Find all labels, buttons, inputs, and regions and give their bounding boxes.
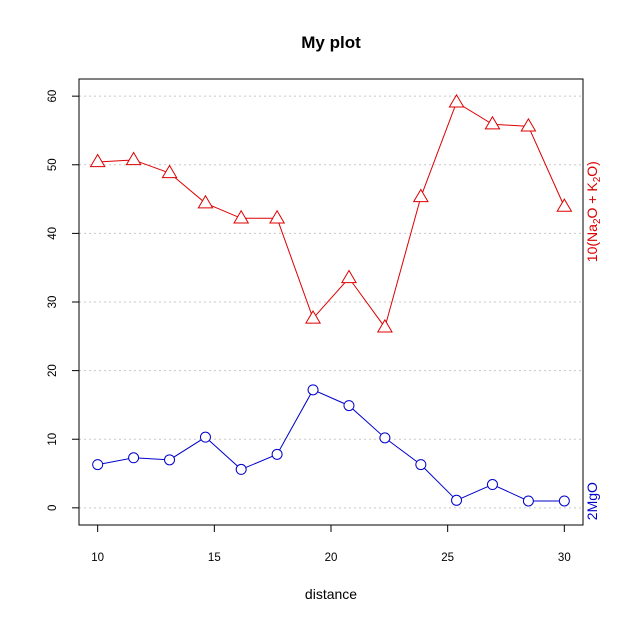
data-point (379, 432, 391, 444)
subscript: 2 (592, 176, 603, 182)
y-tick-label: 0 (47, 505, 59, 511)
data-point (164, 454, 176, 466)
y-tick-label: 30 (47, 296, 59, 309)
data-point (199, 431, 211, 443)
series-line (97, 101, 565, 329)
data-point (415, 459, 427, 471)
data-point (522, 495, 534, 507)
subscript: 2 (592, 218, 603, 224)
x-tick-label: 25 (441, 552, 454, 564)
data-point (307, 384, 319, 396)
label-text: 10(Na (584, 224, 600, 262)
series-label-na2o-k2o: 10(Na2O + K2O) (584, 161, 603, 262)
data-point (451, 494, 463, 506)
label-text: O + K (584, 182, 600, 219)
x-axis: 10 15 20 25 30 (91, 524, 571, 564)
data-point (340, 269, 357, 284)
series-line (97, 389, 565, 502)
x-tick-label: 15 (208, 552, 221, 564)
label-text: O) (584, 161, 600, 177)
series-label-mgo: 2MgO (584, 482, 600, 520)
data-point (343, 400, 355, 412)
series-layer (89, 93, 573, 507)
x-tick-label: 10 (91, 552, 104, 564)
chart-title: My plot (301, 33, 361, 52)
data-point (125, 151, 142, 166)
data-point (448, 93, 465, 108)
data-point (376, 318, 393, 333)
y-tick-label: 10 (47, 433, 59, 446)
y-tick-label: 20 (47, 364, 59, 377)
data-point (269, 209, 286, 224)
data-point (161, 164, 178, 179)
x-axis-label: distance (305, 586, 357, 602)
data-point (486, 479, 498, 491)
data-point (235, 463, 247, 475)
y-tick-label: 60 (47, 90, 59, 103)
data-point (89, 153, 106, 168)
data-point (305, 309, 322, 324)
series-labels: 10(Na2O + K2O)2MgO (584, 161, 603, 520)
y-tick-label: 50 (47, 158, 59, 171)
gridlines (79, 95, 583, 509)
data-point (271, 448, 283, 460)
data-point (128, 452, 140, 464)
data-point (558, 495, 570, 507)
x-tick-label: 20 (325, 552, 338, 564)
series-1 (89, 93, 573, 333)
y-axis: 0 10 20 30 40 50 60 (47, 90, 80, 511)
series-2 (92, 384, 570, 507)
data-point (484, 115, 501, 130)
data-point (197, 194, 214, 209)
data-point (233, 209, 250, 224)
data-point (412, 188, 429, 203)
data-point (556, 198, 573, 212)
data-point (520, 117, 537, 132)
x-tick-label: 30 (558, 552, 571, 564)
y-tick-label: 40 (47, 227, 59, 240)
data-point (92, 459, 104, 471)
